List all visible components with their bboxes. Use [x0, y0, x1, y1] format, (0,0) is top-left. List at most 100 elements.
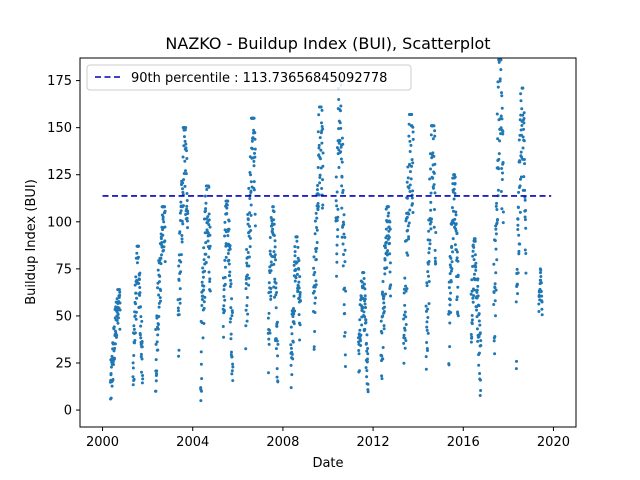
- data-point: [244, 281, 248, 285]
- data-point: [517, 138, 521, 142]
- data-point: [363, 315, 367, 319]
- data-point: [229, 306, 233, 310]
- data-point: [177, 348, 181, 352]
- data-point: [343, 286, 347, 290]
- data-point: [248, 224, 252, 228]
- data-point: [179, 270, 183, 274]
- data-point: [381, 280, 385, 284]
- data-point: [312, 347, 316, 351]
- data-point: [183, 139, 187, 143]
- data-point: [410, 196, 414, 200]
- data-point: [434, 230, 438, 234]
- data-point: [267, 342, 271, 346]
- data-point: [493, 282, 497, 286]
- data-point: [134, 317, 138, 321]
- data-point: [521, 135, 525, 139]
- data-point: [317, 153, 321, 157]
- data-point: [186, 226, 190, 230]
- data-point: [246, 213, 250, 217]
- data-point: [428, 238, 432, 242]
- data-point: [291, 315, 295, 319]
- data-point: [432, 124, 436, 128]
- data-point: [131, 375, 135, 379]
- data-point: [339, 145, 343, 149]
- data-point: [475, 315, 479, 319]
- data-point: [447, 286, 451, 290]
- data-point: [248, 236, 252, 240]
- data-point: [514, 367, 518, 371]
- data-point: [358, 318, 362, 322]
- data-point: [140, 357, 144, 361]
- data-point: [451, 237, 455, 241]
- data-point: [473, 237, 477, 241]
- data-point: [476, 339, 480, 343]
- data-point: [269, 297, 273, 301]
- y-tick-label: 50: [55, 309, 72, 324]
- data-point: [313, 301, 317, 305]
- data-point: [314, 296, 318, 300]
- data-point: [270, 263, 274, 267]
- data-point: [201, 266, 205, 270]
- data-point: [186, 212, 190, 216]
- data-point: [388, 270, 392, 274]
- data-point: [448, 321, 452, 325]
- data-point: [293, 309, 297, 313]
- data-point: [321, 203, 325, 207]
- data-point: [456, 273, 460, 277]
- data-point: [118, 293, 122, 297]
- data-point: [297, 313, 301, 317]
- points-layer: [108, 58, 544, 403]
- data-point: [179, 200, 183, 204]
- data-point: [334, 175, 338, 179]
- data-point: [273, 239, 277, 243]
- data-point: [200, 377, 204, 381]
- data-point: [366, 347, 370, 351]
- data-point: [364, 305, 368, 309]
- data-point: [380, 331, 384, 335]
- data-point: [516, 223, 520, 227]
- data-point: [473, 253, 477, 257]
- data-point: [472, 288, 476, 292]
- data-point: [406, 253, 410, 257]
- data-point: [387, 205, 391, 209]
- data-point: [410, 158, 414, 162]
- data-point: [297, 280, 301, 284]
- data-point: [163, 225, 167, 229]
- data-point: [132, 327, 136, 331]
- data-point: [297, 286, 301, 290]
- data-point: [411, 130, 415, 134]
- data-point: [320, 186, 324, 190]
- data-point: [516, 292, 520, 296]
- y-tick-label: 25: [55, 356, 72, 371]
- data-point: [163, 209, 167, 213]
- data-point: [110, 384, 114, 388]
- data-point: [180, 219, 184, 223]
- data-point: [230, 369, 234, 373]
- data-point: [163, 239, 167, 243]
- data-point: [266, 316, 270, 320]
- data-point: [359, 333, 363, 337]
- data-point: [246, 222, 250, 226]
- data-point: [478, 323, 482, 327]
- data-point: [116, 321, 120, 325]
- data-point: [222, 288, 226, 292]
- data-point: [184, 149, 188, 153]
- data-point: [335, 260, 339, 264]
- data-point: [313, 232, 317, 236]
- data-point: [222, 304, 226, 308]
- data-point: [426, 331, 430, 335]
- data-point: [253, 212, 257, 216]
- data-point: [498, 79, 502, 83]
- data-point: [202, 306, 206, 310]
- data-point: [340, 175, 344, 179]
- data-point: [363, 302, 367, 306]
- data-point: [450, 244, 454, 248]
- data-point: [404, 289, 408, 293]
- data-point: [245, 319, 249, 323]
- data-point: [498, 77, 502, 81]
- data-point: [314, 211, 318, 215]
- data-point: [408, 170, 412, 174]
- data-point: [225, 206, 229, 210]
- data-point: [293, 254, 297, 258]
- data-point: [386, 249, 390, 253]
